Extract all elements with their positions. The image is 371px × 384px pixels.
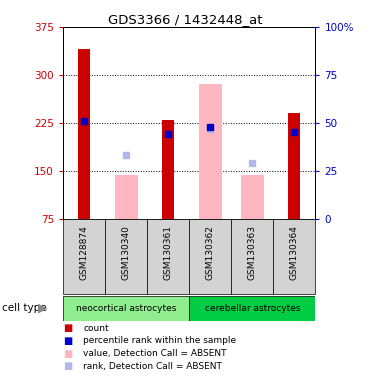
Text: GSM130364: GSM130364: [290, 225, 299, 280]
Text: ■: ■: [63, 349, 72, 359]
Text: cell type: cell type: [2, 303, 46, 313]
Bar: [78, 49, 90, 219]
Bar: [241, 175, 264, 219]
Bar: [162, 120, 174, 219]
Text: GSM130363: GSM130363: [248, 225, 257, 280]
Bar: [115, 175, 138, 219]
Text: ▶: ▶: [38, 302, 47, 314]
Text: percentile rank within the sample: percentile rank within the sample: [83, 336, 237, 346]
Bar: [273, 219, 315, 294]
Bar: [147, 219, 189, 294]
Text: value, Detection Call = ABSENT: value, Detection Call = ABSENT: [83, 349, 227, 358]
Text: GSM130361: GSM130361: [164, 225, 173, 280]
Text: cerebellar astrocytes: cerebellar astrocytes: [204, 304, 300, 313]
Text: ■: ■: [63, 323, 72, 333]
Text: ■: ■: [63, 336, 72, 346]
Bar: [288, 113, 300, 219]
Text: GSM128874: GSM128874: [80, 225, 89, 280]
Bar: [189, 219, 231, 294]
Bar: [231, 219, 273, 294]
Text: GSM130340: GSM130340: [122, 225, 131, 280]
Text: rank, Detection Call = ABSENT: rank, Detection Call = ABSENT: [83, 362, 222, 371]
Text: ■: ■: [63, 361, 72, 371]
Bar: [189, 296, 315, 321]
Text: GSM130362: GSM130362: [206, 225, 215, 280]
Bar: [63, 219, 105, 294]
Bar: [199, 84, 222, 219]
Bar: [105, 219, 147, 294]
Text: GDS3366 / 1432448_at: GDS3366 / 1432448_at: [108, 13, 263, 26]
Text: count: count: [83, 324, 109, 333]
Bar: [63, 296, 189, 321]
Text: neocortical astrocytes: neocortical astrocytes: [76, 304, 176, 313]
